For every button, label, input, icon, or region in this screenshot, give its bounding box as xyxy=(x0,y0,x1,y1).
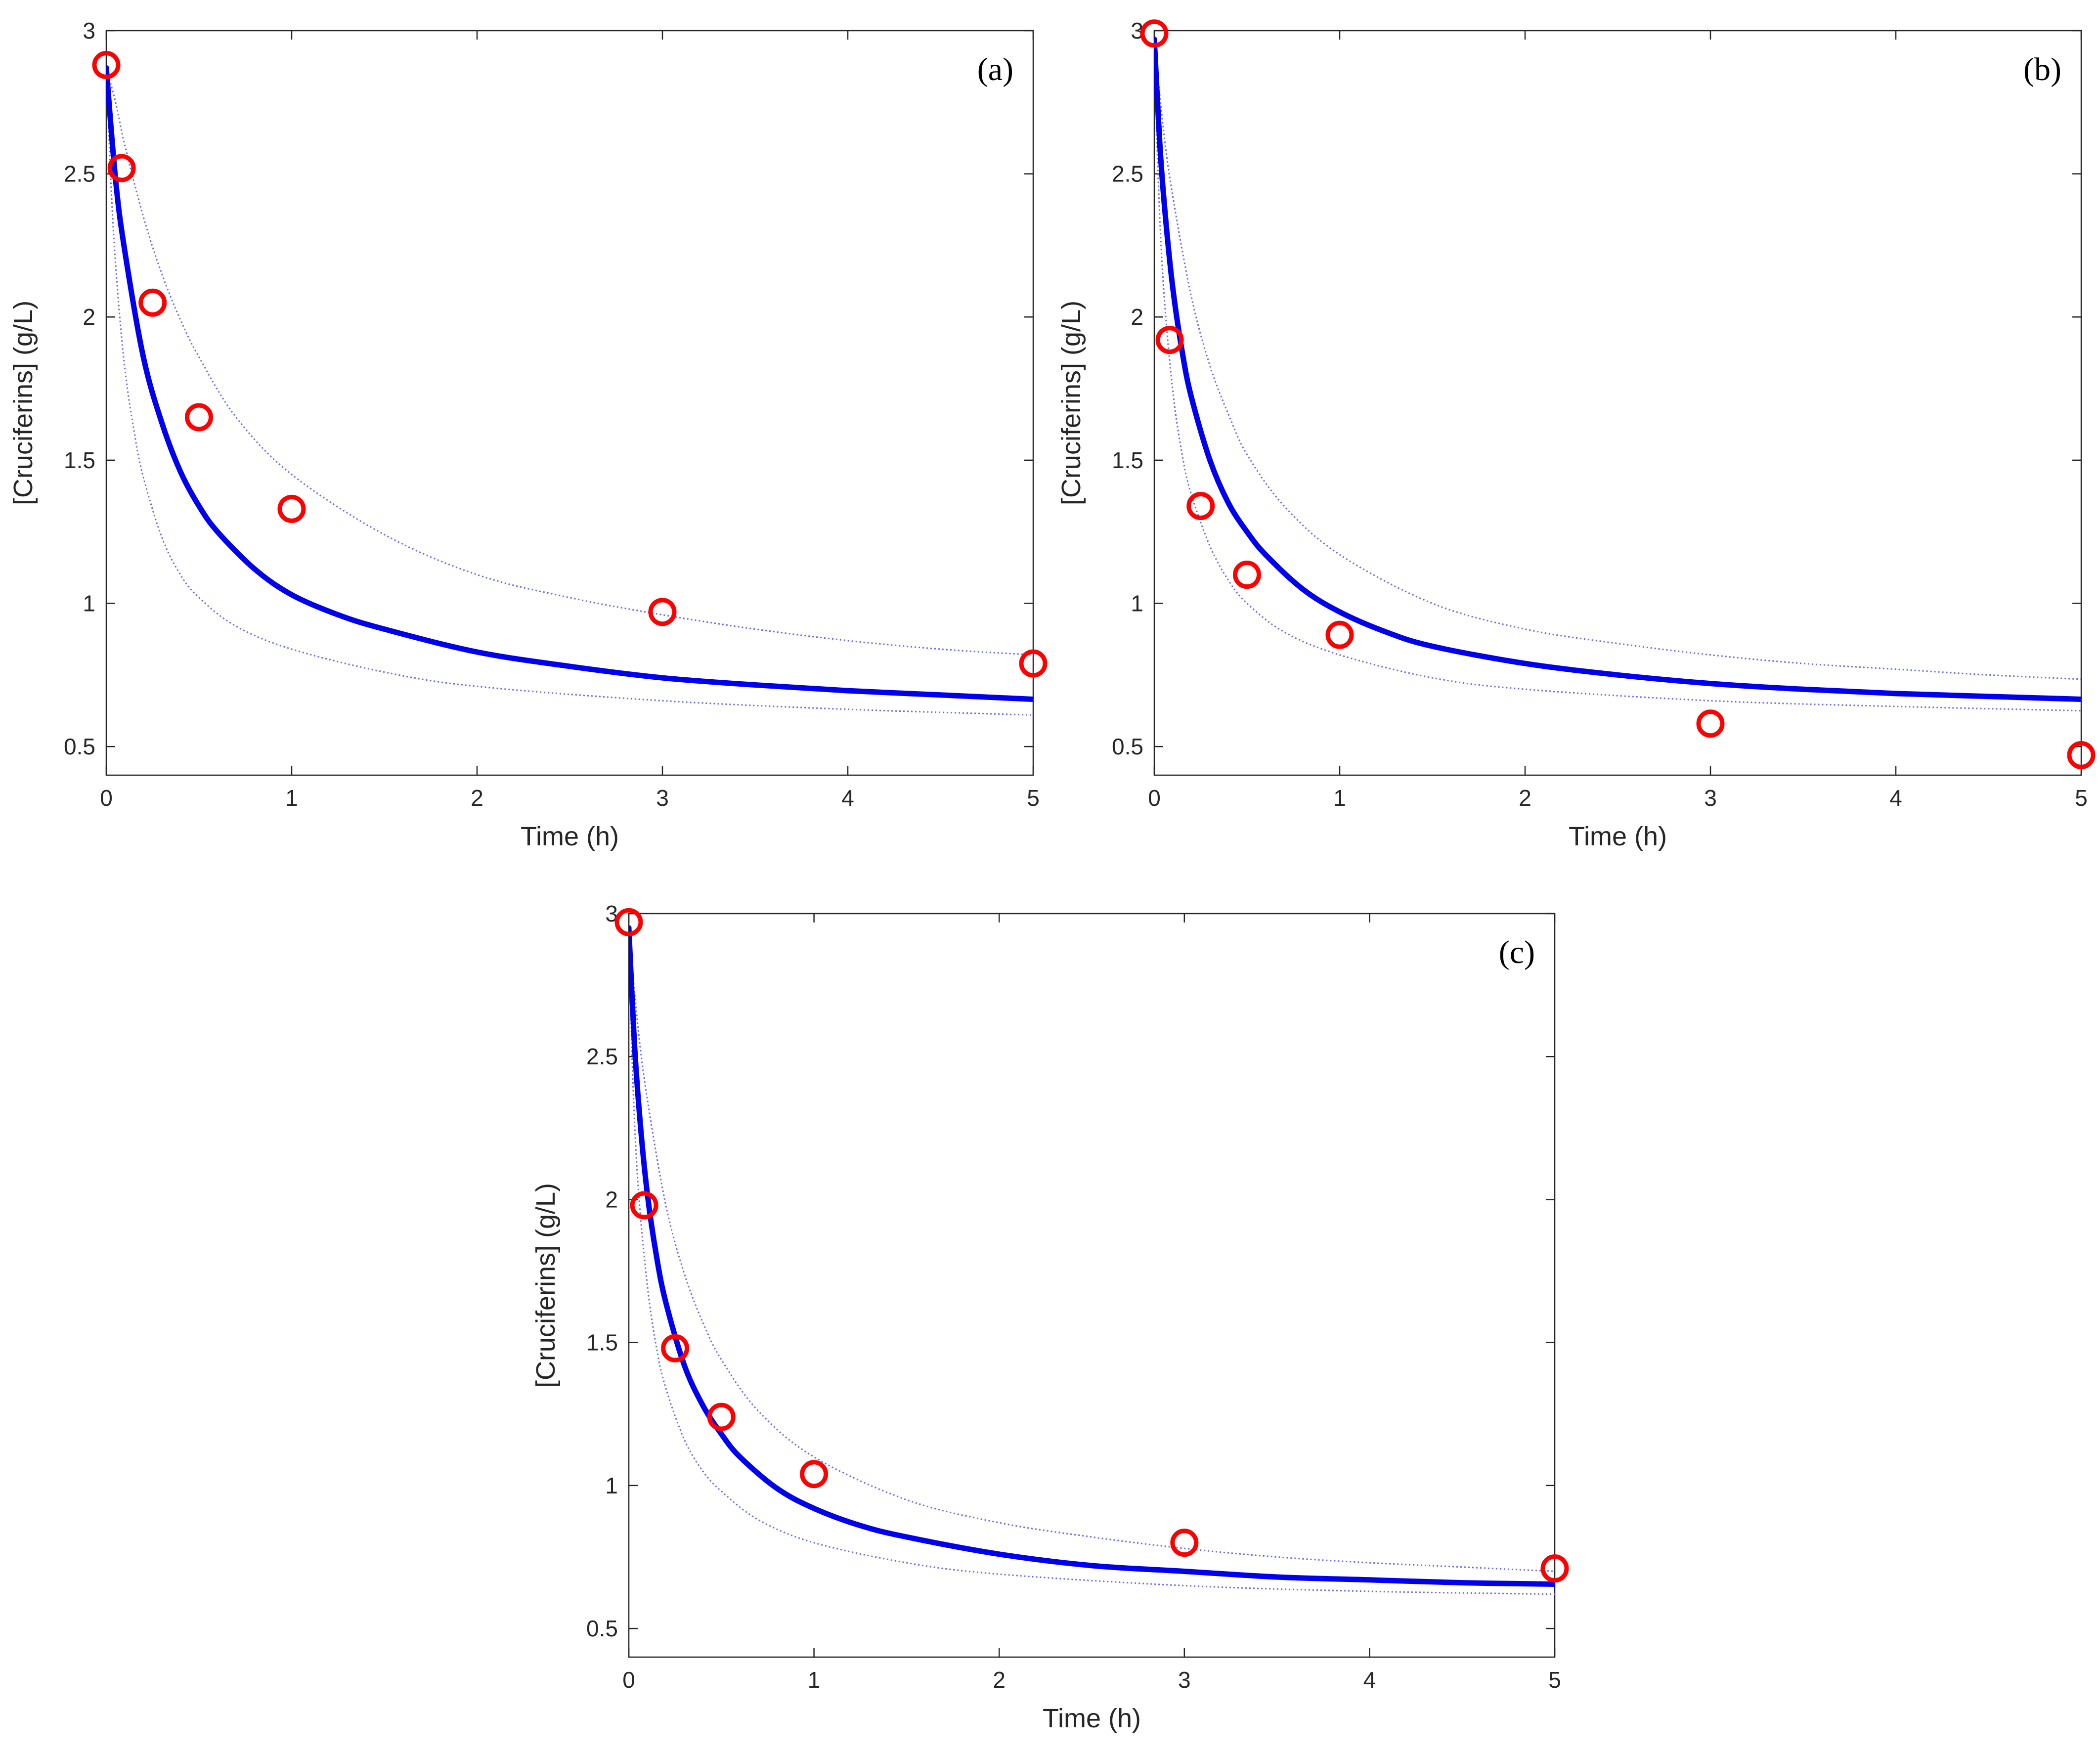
observed-point xyxy=(661,1334,690,1362)
lower-bound-line xyxy=(106,68,1033,716)
axes-box xyxy=(628,913,1556,1658)
x-tick-label: 0 xyxy=(1148,785,1161,811)
observed-point xyxy=(614,908,643,936)
fit-line xyxy=(106,65,1033,702)
y-tick-label: 1.5 xyxy=(586,1330,618,1356)
observed-point xyxy=(92,51,121,80)
x-axis-label: Time (h) xyxy=(1569,822,1667,851)
observed-point xyxy=(1186,492,1215,521)
x-tick-label: 3 xyxy=(656,785,669,811)
observed-point xyxy=(185,403,213,432)
fit-line xyxy=(1154,36,2081,702)
y-tick-label: 1 xyxy=(605,1473,618,1498)
x-tick-label: 2 xyxy=(993,1667,1006,1693)
y-axis-label: [Cruciferins] (g/L) xyxy=(1056,301,1086,505)
x-axis-label: Time (h) xyxy=(1043,1704,1141,1733)
observed-point xyxy=(648,598,677,626)
observed-point xyxy=(107,154,136,182)
y-tick-label: 2 xyxy=(605,1186,618,1212)
curves xyxy=(1154,36,2081,712)
chart-panel-a: 0 1 2 3 4 5 0.5 1 1.5 2 2.5 3 Time (h) [Cruciferins] … xyxy=(8,18,1048,851)
x-tick-label: 5 xyxy=(2075,785,2088,811)
x-tick-label: 0 xyxy=(622,1667,635,1693)
y-axis-label: [Cruciferins] (g/L) xyxy=(8,301,38,505)
upper-bound-line xyxy=(1154,39,2081,680)
x-tick-label: 2 xyxy=(471,785,483,811)
y-axis-label: [Cruciferins] (g/L) xyxy=(531,1183,561,1388)
observed-point xyxy=(138,288,167,317)
y-tick-label: 1 xyxy=(83,590,95,616)
observed-point xyxy=(1019,649,1048,678)
fit-line xyxy=(629,925,1555,1587)
curves xyxy=(106,65,1033,716)
observed-point xyxy=(1325,620,1354,649)
y-tick-label: 1.5 xyxy=(1112,447,1143,473)
observed-point xyxy=(630,1191,658,1220)
observed-point xyxy=(1155,326,1184,354)
y-tick-label: 0.5 xyxy=(586,1616,618,1641)
x-tick-label: 1 xyxy=(1333,785,1346,811)
x-tick-label: 4 xyxy=(1889,785,1902,811)
axes-box xyxy=(1153,30,2082,776)
x-tick-label: 0 xyxy=(100,785,113,811)
y-tick-label: 0.5 xyxy=(64,734,95,759)
y-tick-label: 2 xyxy=(1131,304,1143,330)
y-tick-label: 0.5 xyxy=(1112,734,1143,759)
y-tick-label: 1.5 xyxy=(64,447,95,473)
panel-label: (b) xyxy=(2023,51,2061,88)
upper-bound-line xyxy=(629,927,1555,1572)
observed-point xyxy=(2067,741,2096,769)
y-tick-label: 3 xyxy=(83,18,95,44)
observed-point xyxy=(707,1403,736,1431)
lower-bound-line xyxy=(1154,39,2081,712)
panel-label: (c) xyxy=(1499,934,1535,970)
observed-point xyxy=(1540,1554,1569,1583)
x-tick-label: 1 xyxy=(285,785,298,811)
observed-point xyxy=(277,494,306,523)
x-tick-label: 3 xyxy=(1704,785,1717,811)
x-tick-label: 5 xyxy=(1027,785,1040,811)
panel-label: (a) xyxy=(977,51,1013,88)
x-tick-label: 3 xyxy=(1178,1667,1191,1693)
x-tick-label: 1 xyxy=(808,1667,821,1693)
observed-point xyxy=(1140,19,1169,48)
observed-point xyxy=(800,1460,829,1489)
x-axis-label: Time (h) xyxy=(521,822,619,851)
y-tick-label: 2.5 xyxy=(586,1044,618,1069)
y-tick-label: 2 xyxy=(83,304,95,330)
observed-point xyxy=(1170,1529,1199,1557)
y-tick-label: 2.5 xyxy=(64,161,95,187)
x-tick-label: 2 xyxy=(1519,785,1531,811)
axes-box xyxy=(105,30,1034,776)
lower-bound-line xyxy=(629,927,1555,1595)
y-tick-label: 1 xyxy=(1131,590,1143,616)
x-tick-label: 5 xyxy=(1548,1667,1561,1693)
y-tick-label: 2.5 xyxy=(1112,161,1143,187)
x-tick-label: 4 xyxy=(1363,1667,1376,1693)
observed-point xyxy=(1233,561,1261,589)
observed-point xyxy=(1696,709,1725,738)
x-tick-label: 4 xyxy=(841,785,854,811)
upper-bound-line xyxy=(106,67,1033,656)
curves xyxy=(629,925,1555,1595)
